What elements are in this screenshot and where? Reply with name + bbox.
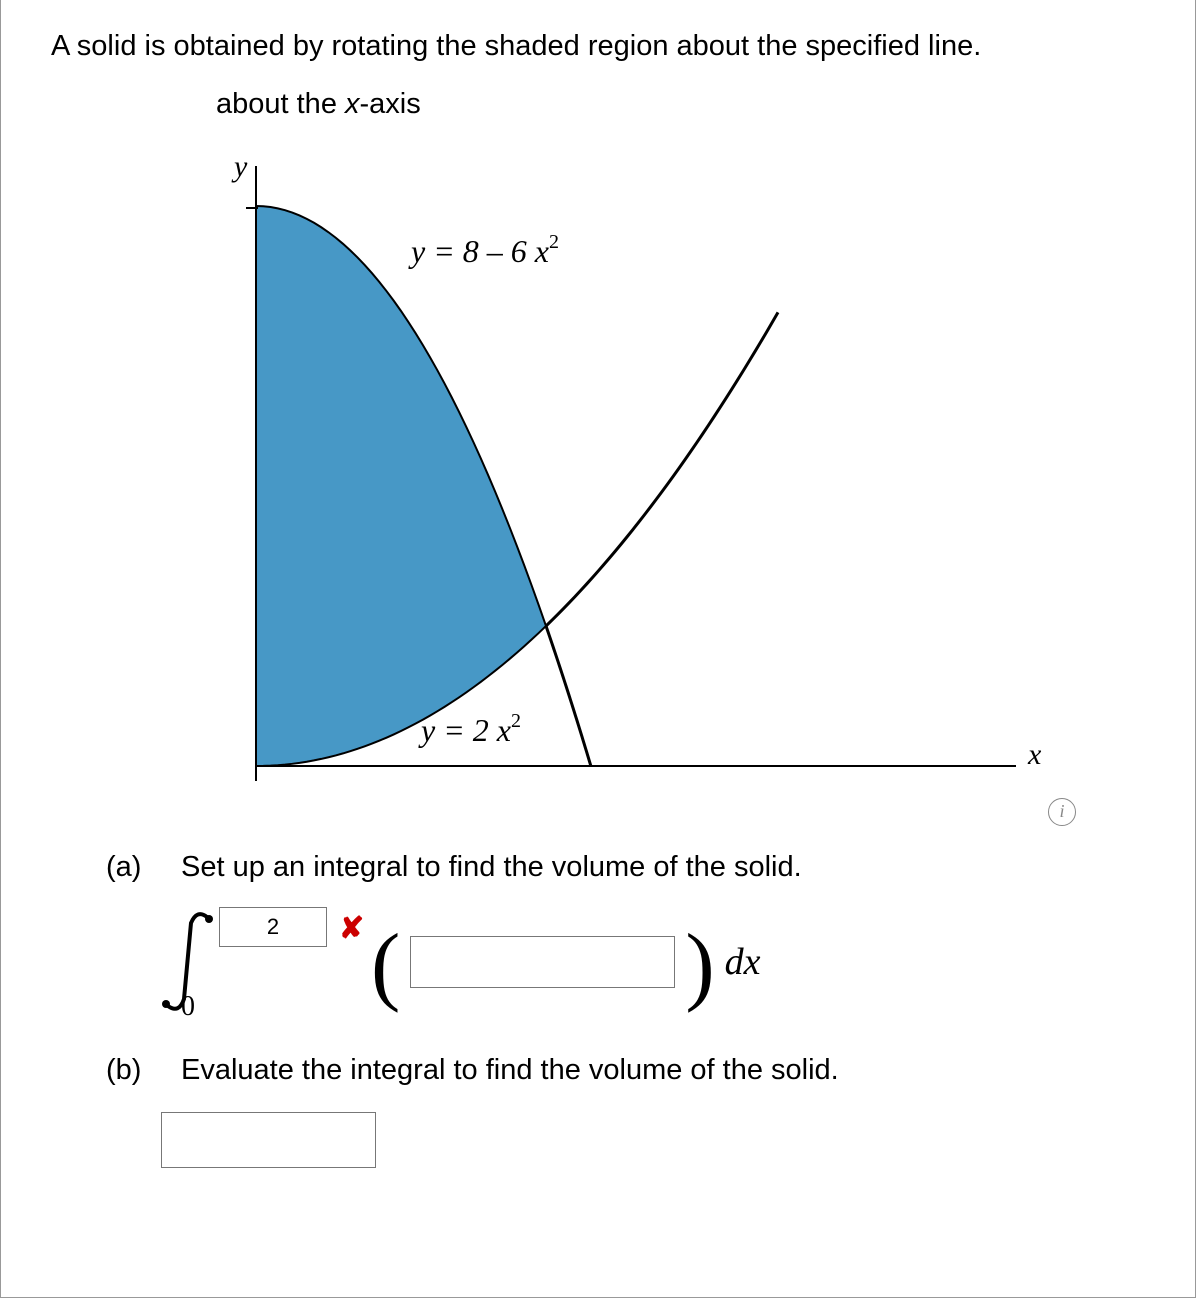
part-a-row: (a) Set up an integral to find the volum… — [106, 851, 1155, 884]
upper-bound-input[interactable] — [219, 907, 327, 947]
integrand-input[interactable] — [410, 936, 675, 988]
part-b-prompt: Evaluate the integral to find the volume… — [181, 1054, 839, 1087]
svg-text:x: x — [1027, 738, 1042, 771]
subtitle-prefix: about the — [216, 88, 345, 120]
subtitle-suffix: -axis — [360, 88, 421, 120]
subtitle-var: x — [345, 88, 360, 120]
intro-text: A solid is obtained by rotating the shad… — [51, 30, 1155, 63]
graph-svg: y x y = 8 – 6 x2 y = 2 x2 — [216, 146, 1086, 826]
integral-block: ✘ 0 — [161, 909, 361, 1014]
incorrect-icon: ✘ — [339, 911, 364, 946]
open-paren: ( — [371, 936, 400, 996]
svg-text:y = 2 x2: y = 2 x2 — [418, 710, 521, 748]
svg-text:y = 8 – 6 x2: y = 8 – 6 x2 — [408, 231, 559, 269]
part-a-integral: ✘ 0 ( ) dx — [161, 909, 1155, 1014]
svg-text:y: y — [231, 150, 248, 183]
lower-bound: 0 — [181, 991, 195, 1023]
differential: dx — [725, 940, 761, 984]
part-b-row: (b) Evaluate the integral to find the vo… — [106, 1054, 1155, 1087]
info-icon[interactable]: i — [1048, 798, 1076, 826]
graph-container: y x y = 8 – 6 x2 y = 2 x2 i — [216, 146, 1086, 826]
part-b-answer-input[interactable] — [161, 1112, 376, 1168]
rotation-axis-subtitle: about the x-axis — [216, 88, 1155, 121]
part-b-answer-row — [161, 1112, 1155, 1168]
part-a-prompt: Set up an integral to find the volume of… — [181, 851, 802, 884]
close-paren: ) — [685, 936, 714, 996]
part-b-label: (b) — [106, 1054, 161, 1087]
part-a-label: (a) — [106, 851, 161, 884]
